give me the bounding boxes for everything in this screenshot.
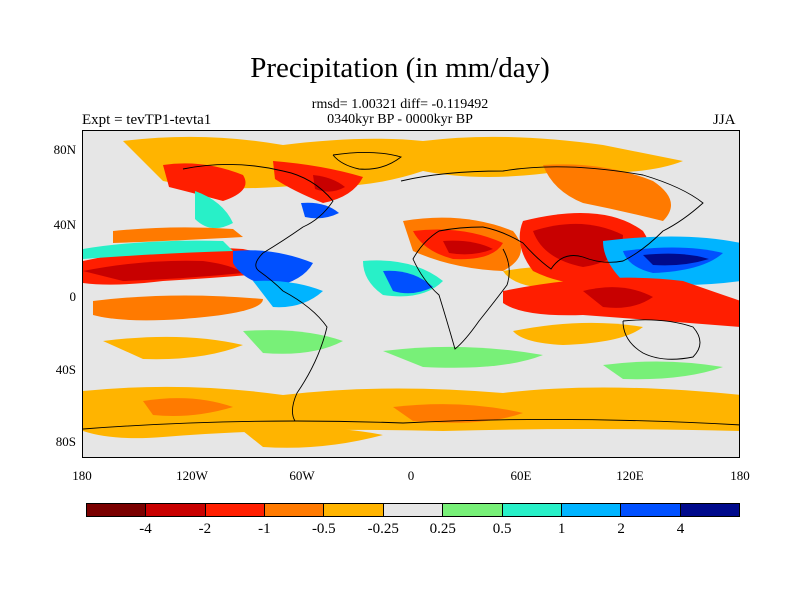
colorbar-swatch — [324, 504, 384, 516]
colorbar-swatch — [561, 504, 622, 516]
stats-subtitle: rmsd= 1.00321 diff= -0.119492 0340kyr BP… — [0, 97, 800, 127]
lat-label-80s: 80S — [55, 434, 76, 449]
colorbar-label: 0.5 — [492, 521, 512, 537]
period-line: 0340kyr BP - 0000kyr BP — [327, 112, 473, 127]
plot-title: Precipitation (in mm/day) — [250, 52, 550, 84]
colorbar-swatch — [680, 504, 739, 516]
lat-label-0: 0 — [69, 289, 77, 304]
colorbar-swatch — [621, 504, 681, 516]
lat-label-40s: 40S — [55, 362, 76, 377]
lon-label-60e: 60E — [510, 468, 532, 483]
colorbar-swatch — [265, 504, 325, 516]
colorbar-swatch — [87, 504, 147, 516]
colorbar-label: -1 — [258, 521, 271, 537]
colorbar — [86, 503, 740, 517]
lon-label-0: 0 — [407, 468, 415, 483]
colorbar-label: -2 — [198, 521, 212, 537]
map-canvas — [83, 131, 739, 457]
lon-label-120w: 120W — [176, 468, 208, 483]
colorbar-label: -0.5 — [311, 521, 336, 537]
colorbar-label: 4 — [676, 521, 685, 537]
lon-label-180e: 180 — [730, 468, 750, 483]
season-label: JJA — [713, 112, 736, 128]
rmsd-diff-line: rmsd= 1.00321 diff= -0.119492 — [311, 97, 489, 112]
precipitation-map — [82, 130, 740, 458]
colorbar-label: -0.25 — [367, 521, 399, 537]
colorbar-swatch — [205, 504, 266, 516]
lon-label-180w: 180 — [72, 468, 92, 483]
colorbar-label: 1 — [557, 521, 566, 537]
colorbar-swatch — [502, 504, 562, 516]
colorbar-swatch — [383, 504, 444, 516]
lon-label-60w: 60W — [289, 468, 315, 483]
colorbar-label: -4 — [139, 521, 152, 537]
colorbar-label: 2 — [617, 521, 625, 537]
experiment-label: Expt = tevTP1-tevta1 — [82, 112, 212, 128]
anomaly-fields — [83, 136, 739, 448]
lat-label-40n: 40N — [53, 217, 76, 232]
colorbar-swatch — [443, 504, 503, 516]
colorbar-label: 0.25 — [429, 521, 456, 537]
colorbar-swatch — [146, 504, 206, 516]
lat-label-80n: 80N — [53, 142, 76, 157]
coastlines — [83, 151, 739, 430]
lon-label-120e: 120E — [616, 468, 644, 483]
